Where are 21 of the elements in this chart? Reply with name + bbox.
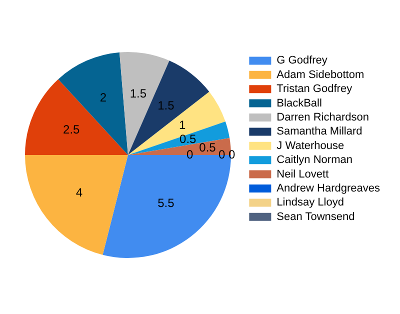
data-label: 1.5	[130, 86, 147, 100]
legend-label: Neil Lovett	[276, 168, 329, 180]
data-label: 4	[76, 185, 83, 200]
data-label: 1.5	[158, 98, 175, 113]
data-label: 5.5	[158, 196, 175, 210]
legend-label: Sean Townsend	[276, 210, 355, 223]
data-label: 2.5	[63, 122, 80, 136]
legend-label: Samantha Millard	[276, 126, 362, 138]
legend-label: Lindsay Lloyd	[276, 196, 344, 209]
data-label: 0.5	[199, 140, 216, 155]
legend-label: Caitlyn Norman	[276, 154, 352, 166]
legend-label: G Godfrey	[276, 54, 328, 67]
legend-label: J Waterhouse	[276, 140, 344, 152]
legend-label: BlackBall	[276, 97, 322, 110]
legend-label: Tristan Godfrey	[276, 83, 353, 96]
legend-label: Andrew Hardgreaves	[276, 182, 380, 195]
legend-label: Adam Sidebottom	[276, 68, 364, 81]
data-label: 0.5	[180, 132, 197, 146]
legend-label: Darren Richardson	[276, 112, 369, 124]
data-label: 2	[100, 90, 107, 105]
data-label: 1	[178, 118, 186, 132]
